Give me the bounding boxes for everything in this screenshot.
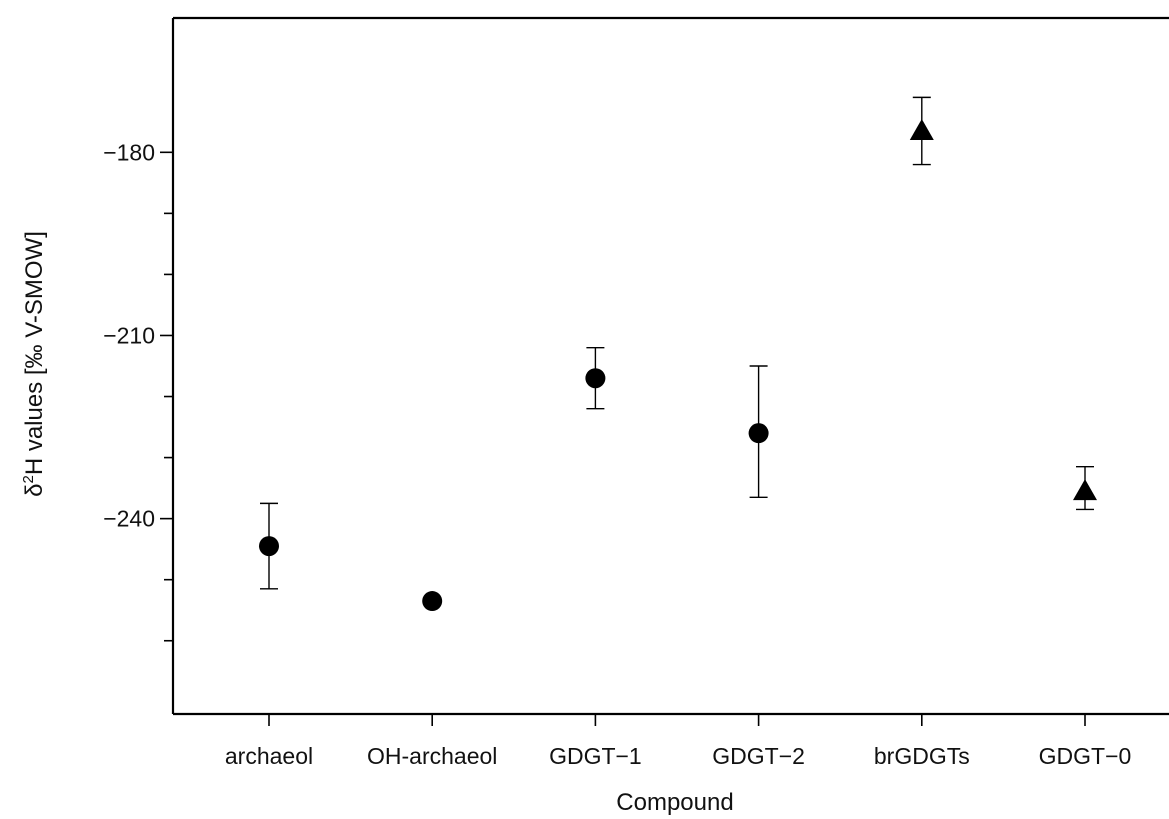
x-tick-label-gdgt-2: GDGT−2 bbox=[712, 743, 805, 769]
point-archaeol bbox=[259, 536, 279, 557]
y-ticks bbox=[160, 151, 173, 642]
x-tick-label-gdgt-0: GDGT−0 bbox=[1039, 743, 1132, 769]
point-gdgt-2 bbox=[748, 423, 769, 444]
y-axis-title-delta: δ bbox=[21, 484, 48, 497]
x-tick-label-archaeol: archaeol bbox=[225, 743, 313, 769]
y-tick-label: −210 bbox=[103, 322, 155, 348]
point-gdgt-1 bbox=[585, 368, 606, 389]
y-tick-label: −240 bbox=[103, 506, 155, 532]
x-tick-labels: archaeol OH-archaeol GDGT−1 GDGT−2 brGDGTs GD… bbox=[225, 743, 1131, 769]
x-tick-label-oh-archaeol: OH-archaeol bbox=[367, 743, 497, 769]
y-axis-title: δ2H values [‰ V-SMOW] bbox=[20, 231, 48, 497]
point-gdgt-0 bbox=[1073, 479, 1097, 501]
y-axis-title-superscript: 2 bbox=[20, 475, 37, 483]
x-ticks bbox=[268, 714, 1086, 726]
point-brgdgts bbox=[909, 118, 934, 140]
y-tick-label: −180 bbox=[103, 139, 155, 165]
plot-frame bbox=[171, 16, 1169, 716]
x-tick-label-brgdgts: brGDGTs bbox=[874, 743, 970, 769]
point-oh-archaeol bbox=[422, 591, 443, 612]
data-markers bbox=[259, 118, 1097, 612]
error-bars bbox=[260, 96, 1094, 590]
x-tick-label-gdgt-1: GDGT−1 bbox=[549, 743, 642, 769]
y-axis-title-rest: H values [‰ V-SMOW] bbox=[21, 231, 48, 475]
x-axis-title: Compound bbox=[616, 789, 733, 816]
y-tick-labels: −180 −210 −240 bbox=[103, 139, 155, 531]
